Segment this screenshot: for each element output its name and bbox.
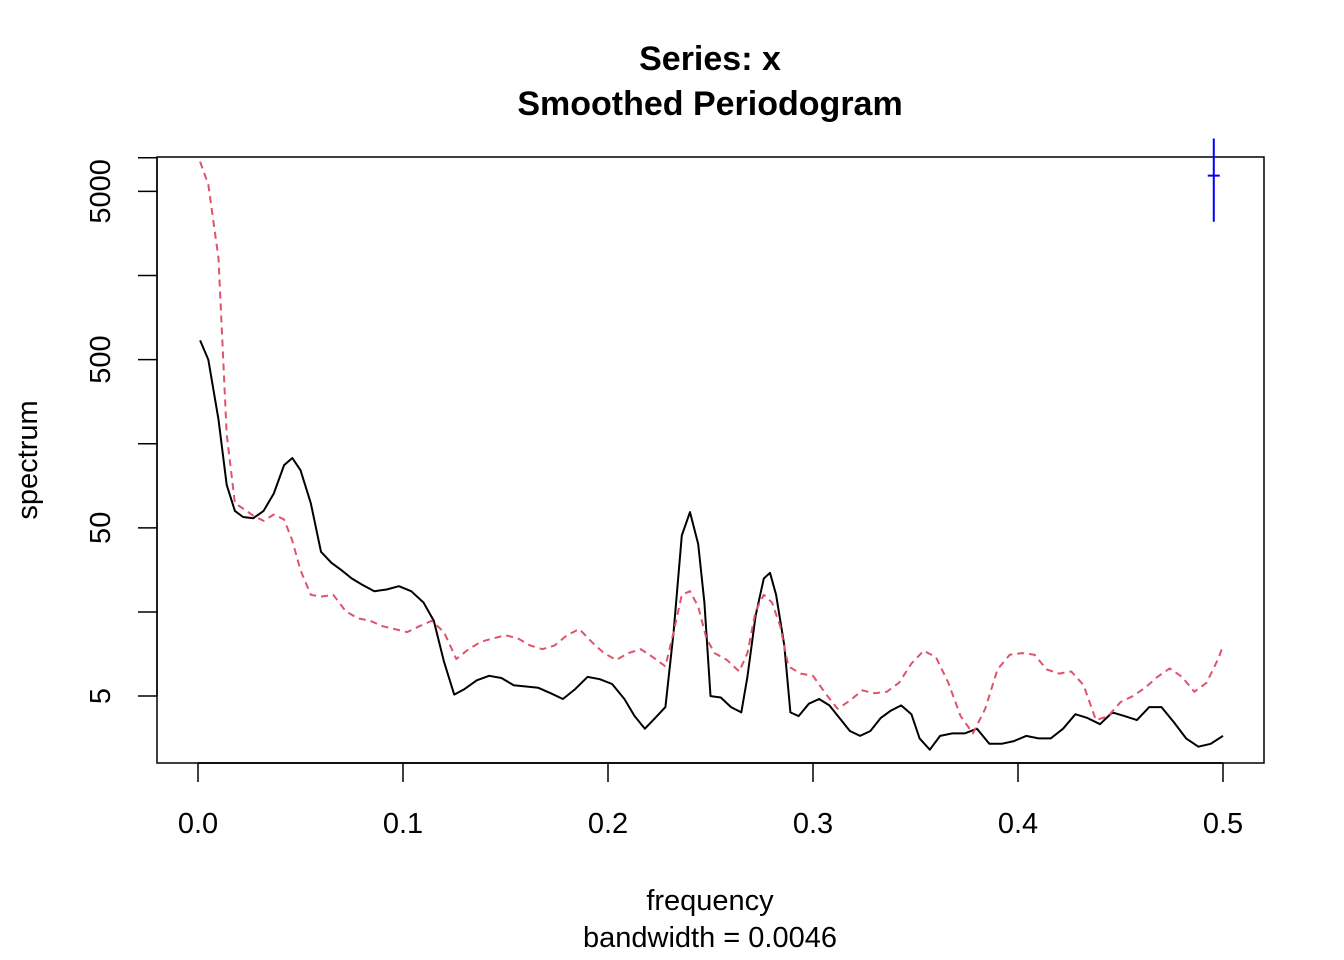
plot-frame: [156, 156, 1265, 764]
y-tick-label: 5000: [85, 159, 117, 224]
y-tick-label: 50: [85, 512, 117, 544]
y-tick-label: 5: [85, 688, 117, 704]
spectrum-dashed-line: [199, 161, 1224, 735]
chart-subtitle: Smoothed Periodogram: [517, 85, 902, 123]
spectrum-line: [199, 340, 1224, 751]
bandwidth-label: bandwidth = 0.0046: [583, 922, 837, 954]
chart-title: Series: x: [639, 40, 781, 78]
confidence-bar: [1207, 138, 1220, 222]
y-tick-label: 500: [85, 335, 117, 383]
x-tick-label: 0.0: [178, 808, 218, 840]
x-tick-label: 0.1: [383, 808, 423, 840]
y-axis-label: spectrum: [12, 400, 44, 519]
x-tick-label: 0.2: [588, 808, 628, 840]
x-tick-label: 0.4: [998, 808, 1038, 840]
x-axis-label: frequency: [646, 885, 774, 917]
series-layer: [199, 161, 1224, 751]
x-tick-label: 0.3: [793, 808, 833, 840]
x-axis: 0.0 0.1 0.2 0.3 0.4 0.5: [178, 762, 1243, 840]
y-axis: 5 50 500 5000: [85, 156, 158, 704]
x-tick-label: 0.5: [1203, 808, 1243, 840]
